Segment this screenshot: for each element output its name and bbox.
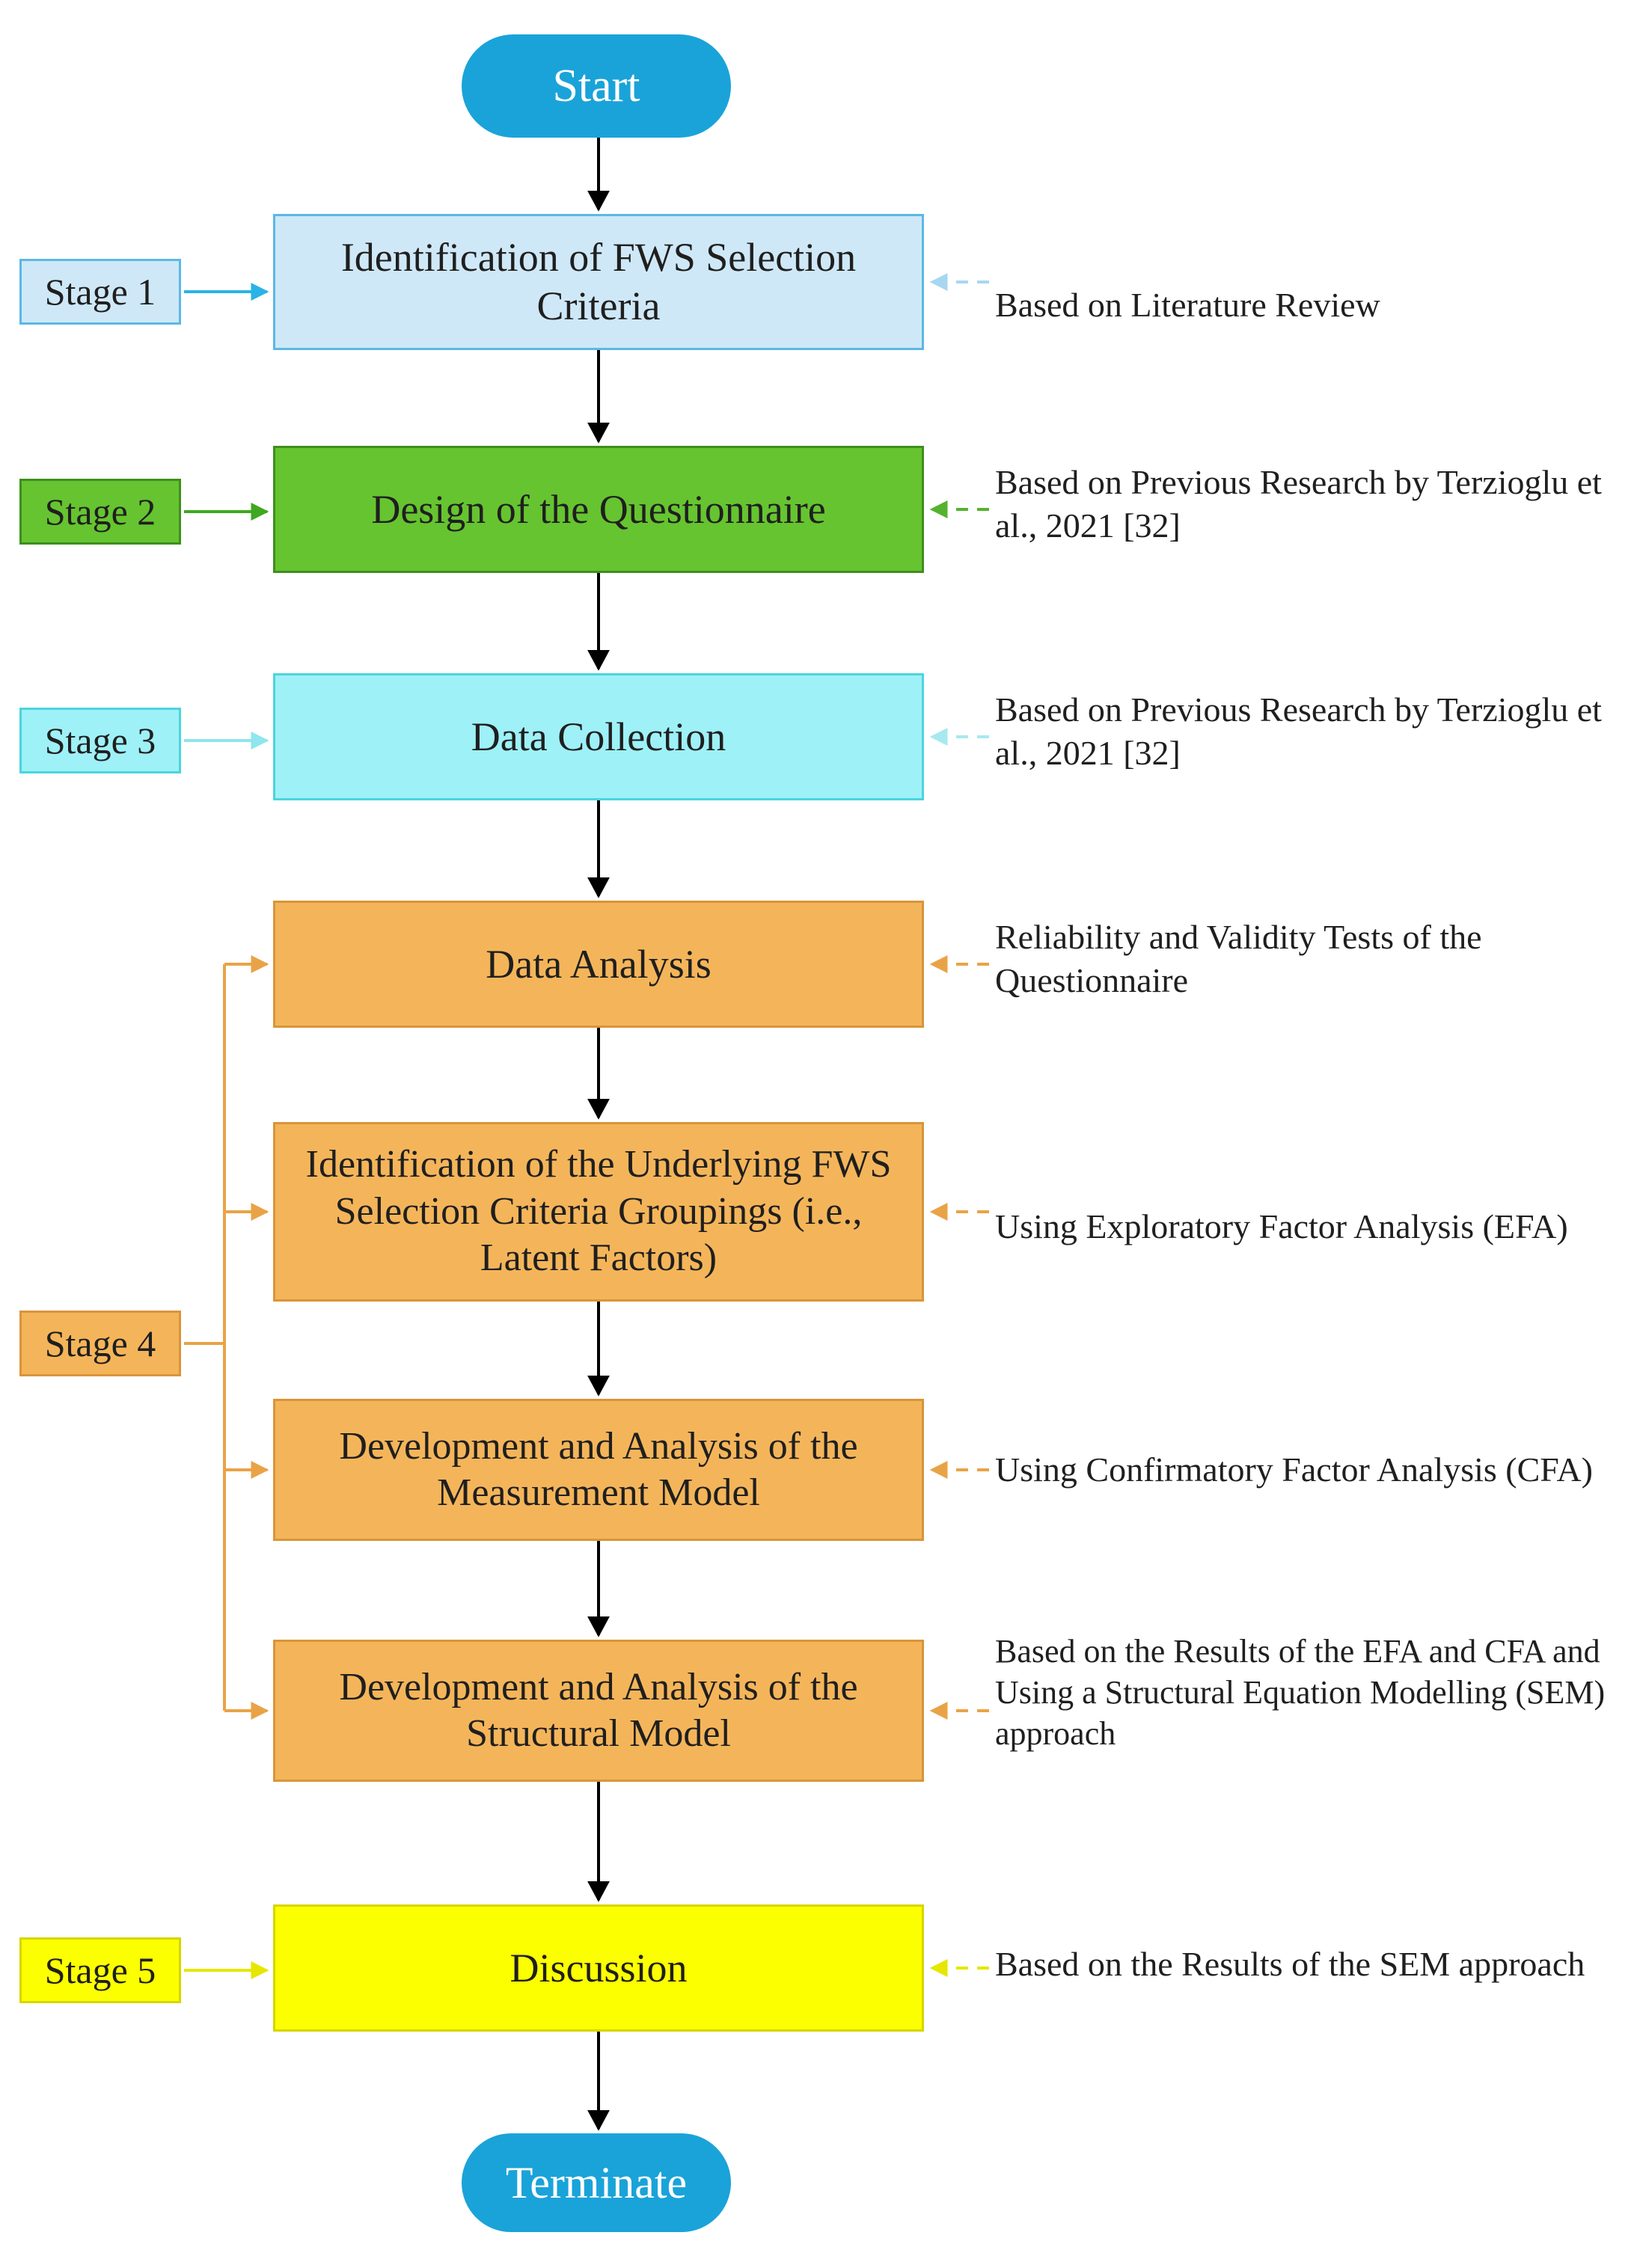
flow-box-b3: Data Collection — [273, 673, 924, 800]
stage-label-text: Stage 3 — [45, 719, 156, 762]
annotation-b4: Reliability and Validity Tests of the Qu… — [995, 914, 1609, 1003]
flow-box-b8: Discussion — [273, 1904, 924, 2032]
end-terminal: Terminate — [462, 2133, 731, 2232]
annotation-text: Reliability and Validity Tests of the Qu… — [995, 916, 1609, 1002]
flow-box-label: Design of the Questionnaire — [371, 485, 825, 534]
end-label: Terminate — [506, 2156, 687, 2210]
flow-box-label: Identification of FWS Selection Criteria — [290, 233, 907, 331]
flow-box-b1: Identification of FWS Selection Criteria — [273, 214, 924, 350]
flow-box-b2: Design of the Questionnaire — [273, 446, 924, 573]
flow-box-label: Development and Analysis of the Measurem… — [290, 1423, 907, 1517]
flow-box-b6: Development and Analysis of the Measurem… — [273, 1399, 924, 1541]
annotation-text: Using Confirmatory Factor Analysis (CFA) — [995, 1448, 1593, 1492]
flow-box-b5: Identification of the Underlying FWS Sel… — [273, 1122, 924, 1302]
flow-box-b4: Data Analysis — [273, 901, 924, 1028]
flow-box-label: Discussion — [510, 1944, 687, 1993]
start-label: Start — [552, 58, 640, 114]
annotation-text: Based on the Results of the SEM approach — [995, 1943, 1585, 1986]
annotation-text: Based on Previous Research by Terzioglu … — [995, 688, 1609, 774]
start-terminal: Start — [462, 34, 731, 138]
stage-label-text: Stage 1 — [45, 270, 156, 313]
stage-label-5: Stage 5 — [19, 1937, 181, 2003]
annotation-text: Using Exploratory Factor Analysis (EFA) — [995, 1205, 1568, 1248]
stage-label-3: Stage 3 — [19, 708, 181, 773]
annotation-b7: Based on the Results of the EFA and CFA … — [995, 1631, 1624, 1754]
stage-label-text: Stage 4 — [45, 1322, 156, 1365]
annotation-b8: Based on the Results of the SEM approach — [995, 1919, 1609, 2008]
annotation-text: Based on Literature Review — [995, 284, 1380, 327]
flow-box-label: Development and Analysis of the Structur… — [290, 1664, 907, 1758]
flow-box-label: Data Analysis — [486, 940, 711, 989]
flow-box-label: Data Collection — [471, 713, 726, 761]
annotation-b5: Using Exploratory Factor Analysis (EFA) — [995, 1164, 1609, 1290]
annotation-text: Based on the Results of the EFA and CFA … — [995, 1631, 1624, 1754]
stage-label-4: Stage 4 — [19, 1311, 181, 1376]
stage-label-text: Stage 5 — [45, 1949, 156, 1992]
nodes-layer: Start Terminate Identification of FWS Sele… — [0, 0, 1634, 2268]
annotation-b3: Based on Previous Research by Terzioglu … — [995, 687, 1609, 776]
annotation-text: Based on Previous Research by Terzioglu … — [995, 461, 1609, 547]
stage-label-2: Stage 2 — [19, 479, 181, 545]
stage-label-text: Stage 2 — [45, 490, 156, 533]
annotation-b2: Based on Previous Research by Terzioglu … — [995, 459, 1609, 548]
stage-label-1: Stage 1 — [19, 259, 181, 325]
flow-box-label: Identification of the Underlying FWS Sel… — [290, 1141, 907, 1281]
annotation-b1: Based on Literature Review — [995, 257, 1594, 352]
annotation-b6: Using Confirmatory Factor Analysis (CFA) — [995, 1420, 1609, 1519]
flow-box-b7: Development and Analysis of the Structur… — [273, 1640, 924, 1782]
